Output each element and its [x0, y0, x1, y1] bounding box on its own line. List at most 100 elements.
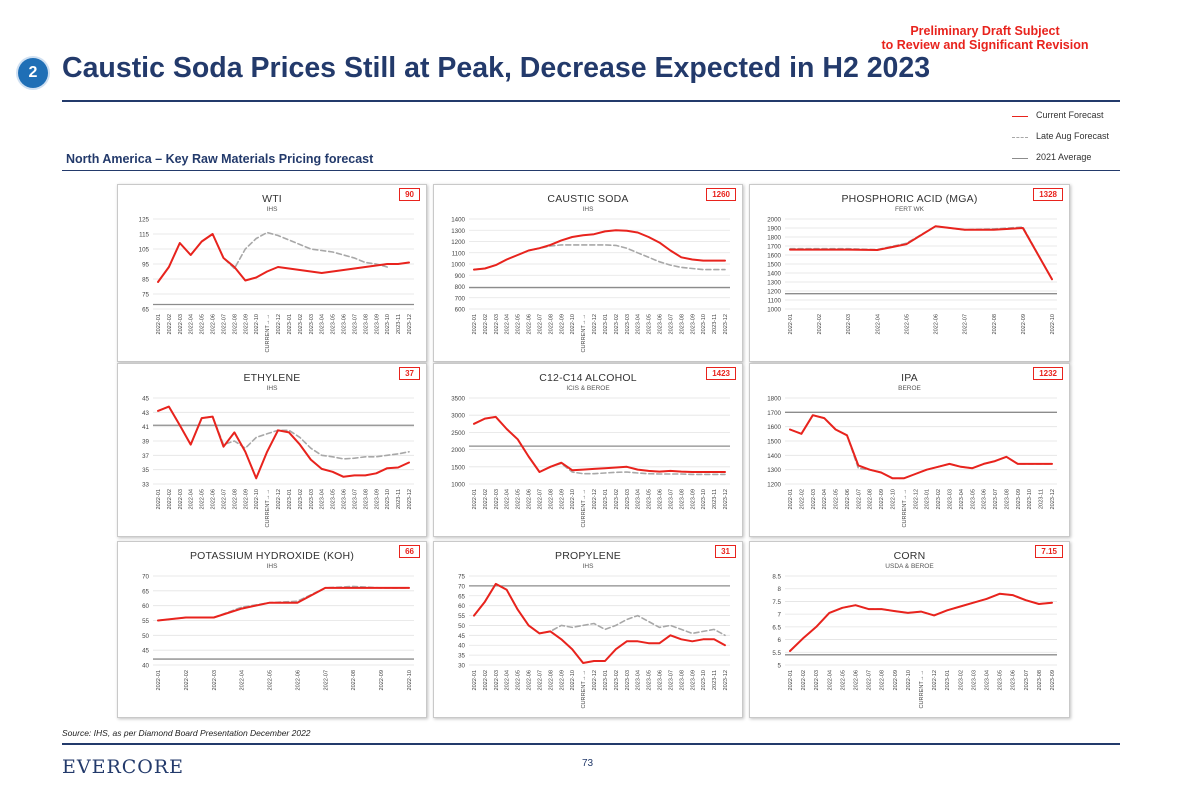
x-tick-label: 2022-08	[868, 489, 874, 510]
chart-panel-c12-c14-alcohol: 1000 1500 2000 2500 3000 3500 2022-01 2022-02 20…	[433, 363, 743, 537]
x-tick-label: 2022-07	[537, 670, 543, 691]
chart-svg-wti: 65 75 85 95 105 115 125 2022-01 2022-02 2022-03 20…	[139, 217, 414, 353]
y-tick-label: 1800	[767, 235, 781, 242]
y-tick-label: 1200	[451, 239, 465, 246]
x-tick-label: 2022-02	[483, 489, 489, 510]
y-tick-label: 2000	[767, 217, 781, 224]
x-tick-label: 2022-07	[323, 670, 329, 691]
x-tick-label: 2023-08	[679, 670, 685, 691]
x-tick-label: 2022-05	[840, 670, 846, 691]
x-tick-label: 2023-09	[374, 314, 380, 335]
x-tick-label: 2023-10	[701, 670, 707, 691]
x-tick-label: 2023-10	[1027, 489, 1033, 510]
x-tick-label: 2022-02	[801, 670, 807, 691]
x-tick-label: 2022-02	[184, 670, 190, 691]
x-tick-label: 2023-07	[352, 314, 358, 335]
x-tick-label: 2022-12	[592, 489, 598, 510]
chart-title: ETHYLENE	[243, 372, 301, 384]
chart-value-badge: 1232	[1033, 367, 1063, 380]
y-tick-label: 1300	[767, 280, 781, 287]
y-tick-label: 1200	[767, 482, 781, 489]
x-tick-label: 2022-09	[879, 489, 885, 510]
chart-svg-corn: 5 5.5 6 6.5 7 7.5 8 8.5 2022-01 2022-02 2022-03 202…	[772, 574, 1057, 709]
chart-source: FERT WK	[894, 206, 924, 213]
evercore-logo: EVERCORE	[62, 756, 185, 778]
legend-current: Current Forecast	[1012, 110, 1122, 131]
y-tick-label: 1600	[767, 424, 781, 431]
y-tick-label: 1000	[451, 482, 465, 489]
x-tick-label: 2023-11	[396, 489, 402, 509]
x-tick-label: 2022-05	[904, 314, 910, 335]
y-tick-label: 45	[458, 633, 465, 640]
y-tick-label: 1600	[767, 253, 781, 260]
y-tick-label: 70	[458, 583, 465, 590]
x-tick-label: 2023-08	[1037, 670, 1043, 691]
x-tick-label: 2023-11	[396, 314, 402, 334]
x-tick-label: 2023-08	[679, 489, 685, 510]
x-tick-label: 2023-11	[712, 670, 718, 690]
x-tick-label: 2023-01	[287, 314, 293, 335]
y-tick-label: 75	[142, 292, 149, 299]
x-tick-label: 2023-04	[636, 314, 642, 335]
y-tick-label: 30	[458, 663, 465, 670]
chart-value-badge: 1423	[706, 367, 736, 380]
x-tick-label: 2023-05	[998, 670, 1004, 691]
x-tick-label: 2022-02	[817, 314, 823, 335]
x-tick-label: 2022-03	[494, 314, 500, 335]
y-tick-label: 95	[142, 262, 149, 269]
y-tick-label: 2500	[451, 430, 465, 437]
y-tick-label: 1300	[767, 467, 781, 474]
x-tick-label: 2022-01	[472, 489, 478, 510]
chart-source: IHS	[582, 563, 594, 570]
x-tick-label: 2023-09	[690, 670, 696, 691]
x-tick-label: 2023-04	[959, 489, 965, 510]
y-tick-label: 65	[142, 307, 149, 314]
x-tick-label: 2022-05	[516, 670, 522, 691]
x-tick-label: 2022-03	[178, 314, 184, 335]
y-tick-label: 3500	[451, 396, 465, 403]
x-tick-label: 2022-02	[167, 489, 173, 510]
x-tick-label: 2023-01	[603, 489, 609, 510]
x-tick-label: 2023-12	[723, 489, 729, 510]
x-tick-label: 2022-10	[570, 670, 576, 691]
chart-title: IPA	[901, 372, 918, 384]
x-tick-label: 2023-05	[331, 489, 337, 510]
chart-legend: Current Forecast Late Aug Forecast 2021 …	[1012, 110, 1122, 173]
chart-source: IHS	[266, 385, 278, 392]
x-tick-label: 2022-04	[505, 489, 511, 510]
x-tick-label: 2023-12	[723, 670, 729, 691]
x-tick-label: 2023-08	[1004, 489, 1010, 510]
x-tick-label: 2023-07	[993, 489, 999, 510]
y-tick-label: 60	[142, 603, 149, 610]
x-tick-label: 2022-08	[548, 314, 554, 335]
x-tick-label: 2023-03	[625, 670, 631, 691]
x-tick-label: 2023-03	[309, 314, 315, 335]
x-tick-label: 2023-06	[658, 314, 664, 335]
current-forecast-line	[789, 225, 1053, 281]
x-tick-label: 2023-10	[385, 314, 391, 335]
draft-notice-line2: to Review and Significant Revision	[881, 38, 1089, 52]
x-tick-label: 2023-03	[625, 314, 631, 335]
chart-title: CAUSTIC SODA	[547, 193, 629, 205]
y-tick-label: 1500	[451, 464, 465, 471]
current-forecast-line	[473, 582, 726, 664]
x-tick-label: 2022-09	[559, 489, 565, 510]
current-forecast-line	[789, 414, 1053, 480]
x-tick-label: 2022-12	[932, 670, 938, 691]
y-tick-label: 6	[778, 637, 782, 644]
x-tick-label: 2022-04	[505, 314, 511, 335]
y-tick-label: 55	[142, 618, 149, 625]
footer-divider	[62, 743, 1120, 745]
x-tick-label: 2022-08	[880, 670, 886, 691]
y-tick-label: 6.5	[772, 624, 781, 631]
x-tick-label: 2023-01	[603, 670, 609, 691]
x-tick-label: 2023-09	[690, 489, 696, 510]
x-tick-label: 2023-10	[701, 489, 707, 510]
x-tick-label: 2022-08	[548, 489, 554, 510]
x-tick-label: 2023-02	[298, 489, 304, 510]
legend-current-swatch	[1012, 116, 1028, 117]
x-tick-label: 2023-02	[298, 314, 304, 335]
x-tick-label: 2023-12	[723, 314, 729, 335]
chart-svg-ipa: 1200 1300 1400 1500 1600 1700 1800 2022-01 2022-…	[767, 396, 1057, 528]
x-tick-label: 2023-02	[614, 670, 620, 691]
